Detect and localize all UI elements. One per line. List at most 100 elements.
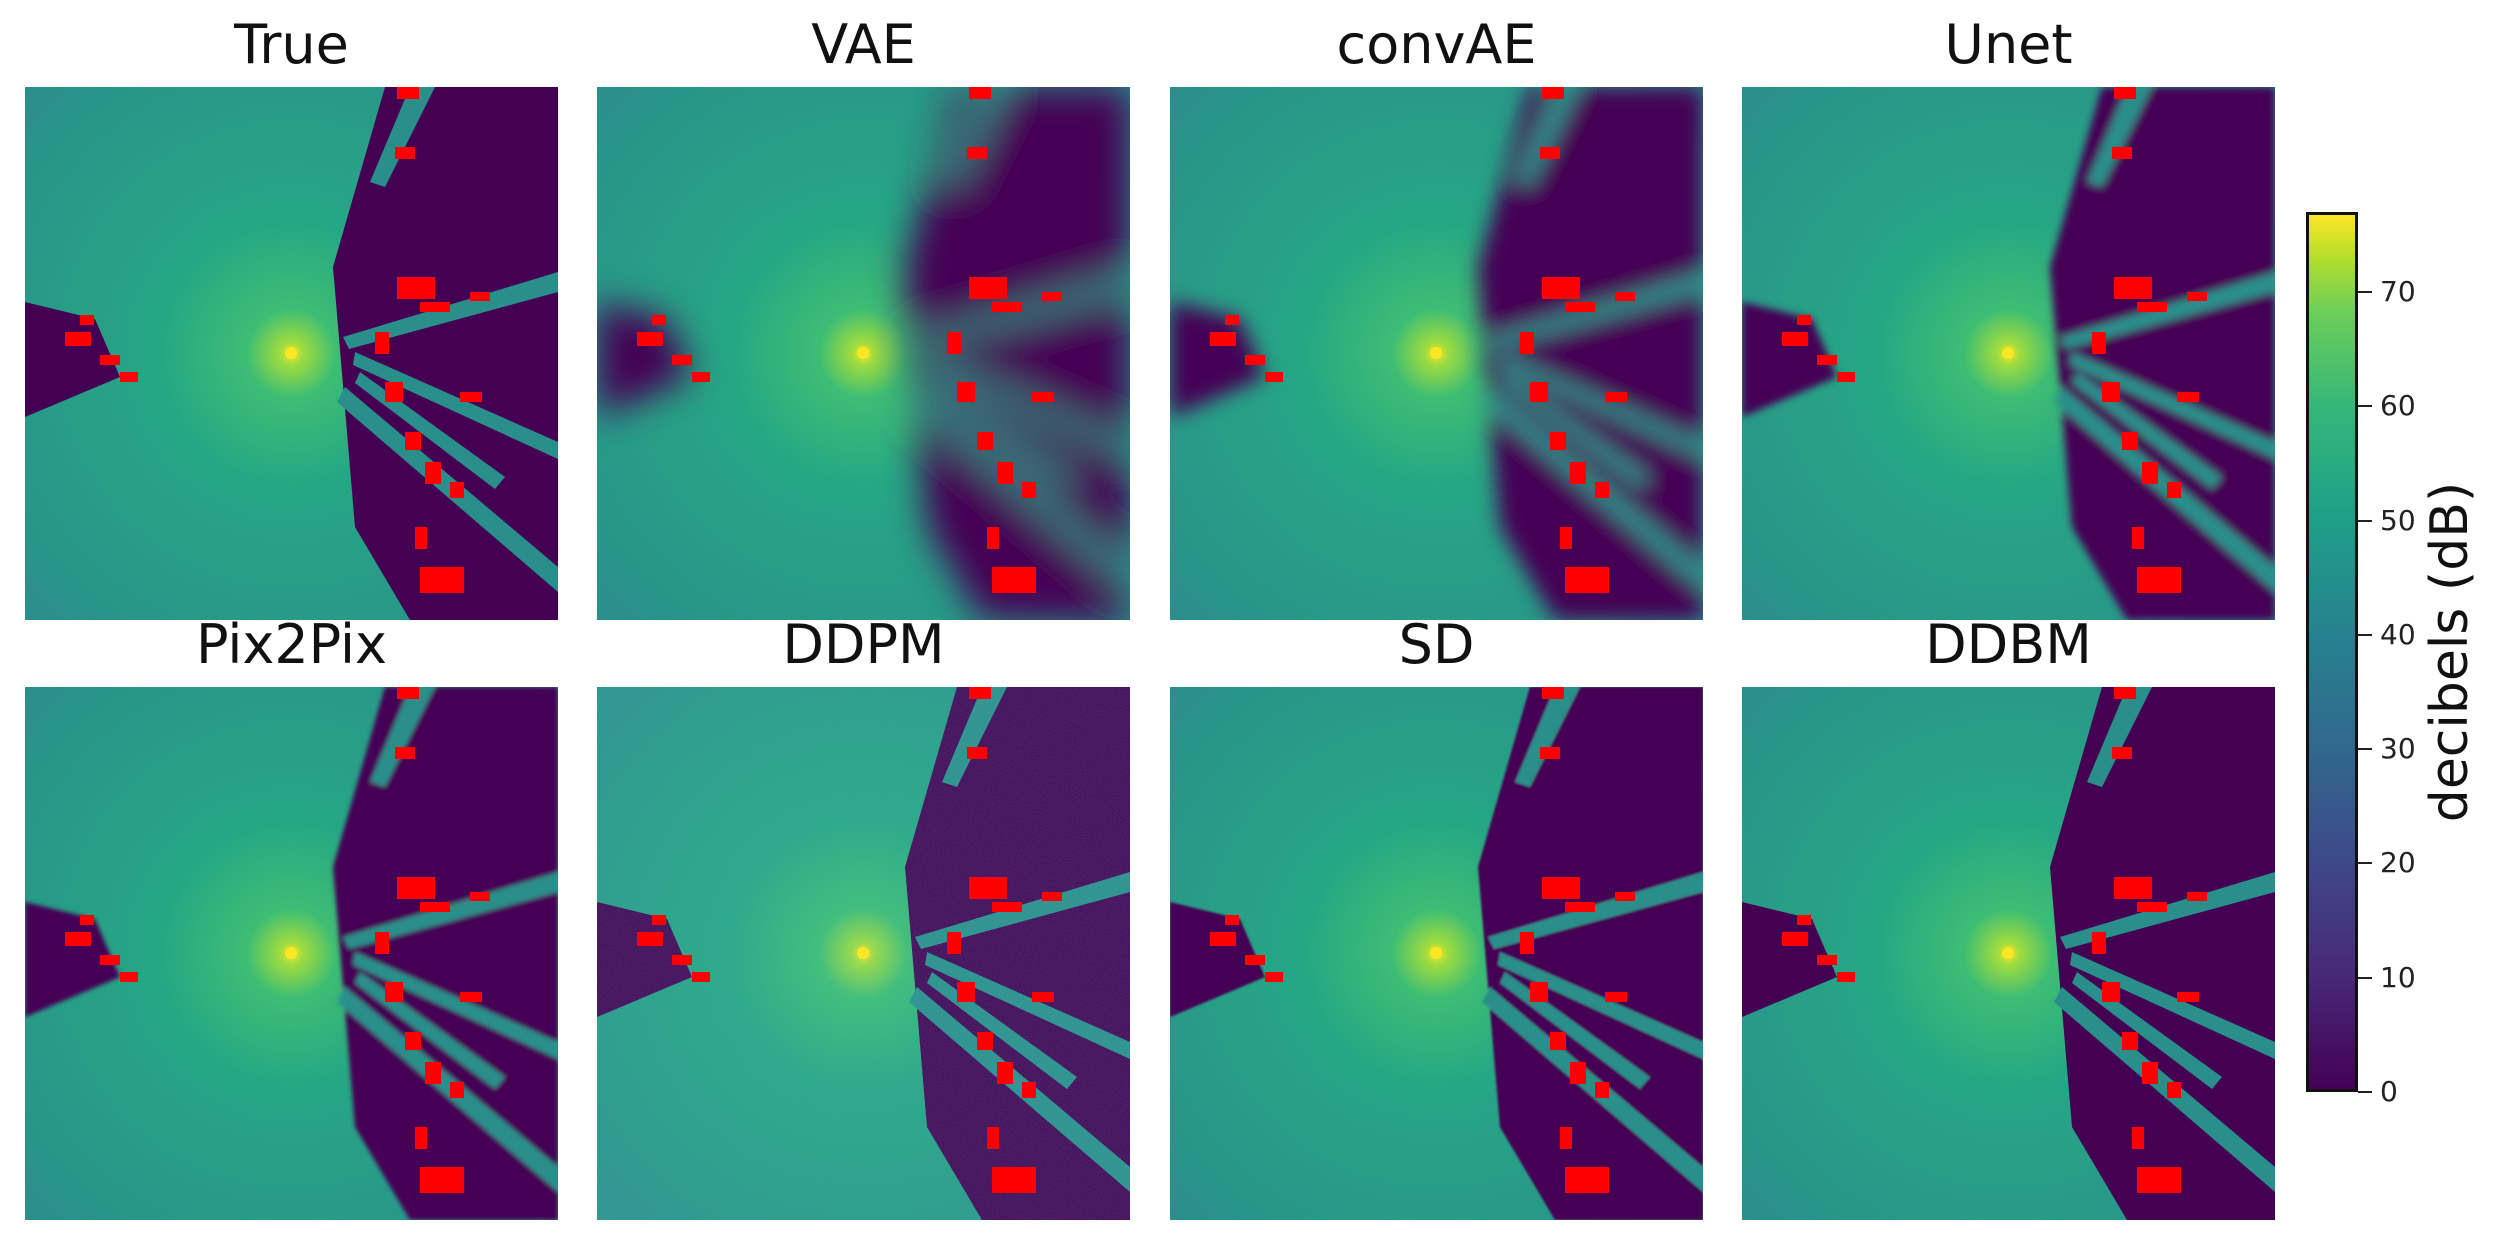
- building: [1595, 482, 1609, 498]
- building: [2137, 1167, 2181, 1193]
- building: [1032, 992, 1054, 1002]
- radio-map-image: [597, 687, 1130, 1220]
- building: [967, 147, 987, 159]
- building: [1042, 292, 1062, 301]
- building: [397, 687, 419, 699]
- building: [2132, 527, 2144, 549]
- building: [425, 1062, 441, 1084]
- building: [450, 1082, 464, 1098]
- building: [397, 87, 419, 99]
- transmitter-peak: [2002, 947, 2014, 959]
- transmitter-peak: [857, 947, 869, 959]
- building: [405, 432, 421, 450]
- building: [2167, 482, 2181, 498]
- building: [2122, 432, 2138, 450]
- building: [2187, 892, 2207, 901]
- building: [1530, 982, 1548, 1002]
- building: [997, 462, 1013, 484]
- building: [2142, 1062, 2158, 1084]
- panel-title-convae: convAE: [1336, 13, 1537, 76]
- building: [420, 1167, 464, 1193]
- transmitter-peak: [2002, 347, 2014, 359]
- building: [1540, 147, 1560, 159]
- colorbar-tick: [2358, 519, 2372, 522]
- building: [1560, 527, 1572, 549]
- panel-title-unet: Unet: [1944, 13, 2073, 76]
- building: [1022, 1082, 1036, 1098]
- colorbar-tick: [2358, 976, 2372, 979]
- building: [1265, 372, 1283, 382]
- panel-title-ddpm: DDPM: [782, 613, 945, 676]
- colorbar-tick: [2358, 291, 2372, 293]
- building: [120, 372, 138, 382]
- building: [1605, 992, 1627, 1002]
- transmitter-peak: [857, 347, 869, 359]
- building: [992, 302, 1022, 312]
- building: [2167, 1082, 2181, 1098]
- building: [420, 567, 464, 593]
- building: [395, 147, 415, 159]
- building: [2187, 292, 2207, 301]
- building: [425, 462, 441, 484]
- building: [1032, 392, 1054, 402]
- building: [2092, 332, 2106, 354]
- building: [470, 892, 490, 901]
- building: [652, 915, 666, 925]
- radio-map-image: [1742, 87, 2275, 620]
- colorbar-tick-label: 60: [2380, 389, 2416, 423]
- panel-title-sd: SD: [1398, 613, 1475, 676]
- building: [947, 932, 961, 954]
- colorbar-tick-label: 10: [2380, 960, 2416, 994]
- colorbar-tick: [2358, 748, 2372, 751]
- building: [672, 355, 692, 365]
- panel-title-pix2pix: Pix2Pix: [195, 613, 388, 676]
- colorbar-tick: [2358, 405, 2372, 408]
- building: [460, 992, 482, 1002]
- building: [1570, 462, 1586, 484]
- building: [420, 902, 450, 912]
- building: [2112, 147, 2132, 159]
- radio-map-image: [25, 87, 558, 620]
- building: [977, 432, 993, 450]
- radio-map-sd: [1170, 687, 1703, 1220]
- radio-map-image: [1170, 687, 1703, 1220]
- building: [1782, 332, 1808, 346]
- building: [1530, 382, 1548, 402]
- building: [120, 972, 138, 982]
- building: [80, 315, 94, 325]
- building: [672, 955, 692, 965]
- building: [1797, 315, 1811, 325]
- building: [1782, 932, 1808, 946]
- building: [1225, 315, 1239, 325]
- building: [1570, 1062, 1586, 1084]
- building: [1817, 955, 1837, 965]
- building: [2092, 932, 2106, 954]
- building: [415, 1127, 427, 1149]
- radio-map-image: [25, 687, 558, 1220]
- building: [1550, 1032, 1566, 1050]
- building: [637, 332, 663, 346]
- colorbar-tick-label: 50: [2380, 503, 2416, 537]
- colorbar-tick-label: 20: [2380, 846, 2416, 880]
- building: [1565, 567, 1609, 593]
- colorbar-tick: [2358, 862, 2372, 865]
- building: [2142, 462, 2158, 484]
- building: [2137, 567, 2181, 593]
- building: [1210, 332, 1236, 346]
- building: [1540, 747, 1560, 759]
- colorbar-tick-label: 70: [2380, 275, 2416, 308]
- radio-map-unet: [1742, 87, 2275, 620]
- building: [397, 877, 435, 899]
- building: [65, 332, 91, 346]
- building: [987, 1127, 999, 1149]
- colorbar-tick: [2358, 633, 2372, 636]
- building: [2177, 392, 2199, 402]
- building: [2114, 687, 2136, 699]
- colorbar-tick-label: 40: [2380, 617, 2416, 651]
- building: [1565, 902, 1595, 912]
- building: [1542, 277, 1580, 299]
- building: [470, 292, 490, 301]
- radio-map-image: [1170, 87, 1703, 620]
- colorbar-tick-label: 30: [2380, 732, 2416, 766]
- building: [1520, 332, 1534, 354]
